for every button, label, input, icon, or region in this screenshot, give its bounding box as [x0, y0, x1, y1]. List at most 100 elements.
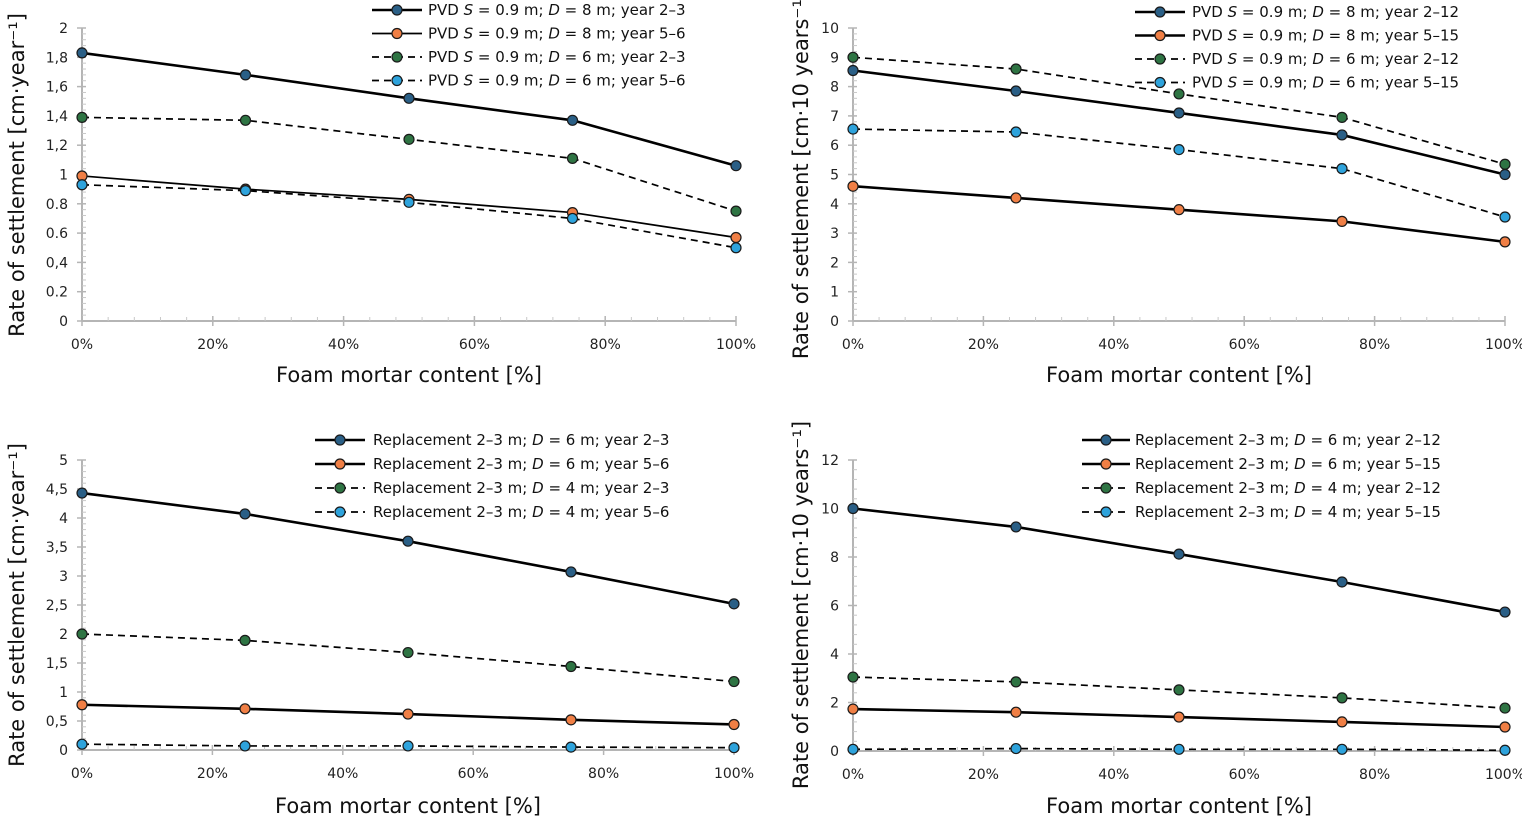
data-point — [1499, 158, 1511, 170]
legend-label: Replacement 2–3 m; D = 6 m; year 2–3 — [373, 431, 669, 449]
legend-marker — [1154, 76, 1166, 89]
y-tick-label: 2 — [830, 255, 839, 271]
x-axis-title: Foam mortar content [%] — [1046, 794, 1312, 818]
x-tick-label: 60% — [458, 766, 489, 782]
legend-label-part: PVD — [1192, 27, 1228, 45]
legend-label: Replacement 2–3 m; D = 4 m; year 2–3 — [373, 479, 669, 497]
data-point — [566, 114, 579, 126]
data-point — [1173, 711, 1185, 723]
y-tick-label: 0,5 — [46, 714, 68, 730]
y-tick-label: 4 — [830, 647, 839, 663]
legend-label-part: S — [464, 72, 474, 90]
x-tick-label: 60% — [1229, 767, 1260, 783]
legend-marker — [1100, 458, 1112, 470]
series-0 — [76, 47, 742, 172]
data-point — [76, 111, 88, 123]
legend-label: PVD S = 0.9 m; D = 8 m; year 5–15 — [1192, 27, 1459, 45]
data-point — [847, 123, 859, 135]
series-1 — [847, 703, 1511, 733]
data-point — [1173, 548, 1185, 560]
data-point — [847, 64, 859, 77]
x-tick-label: 40% — [327, 766, 358, 782]
y-tick-label: 1,2 — [46, 138, 68, 154]
legend-label-part: D — [548, 25, 560, 43]
data-point — [402, 740, 414, 752]
y-tick-label: 2 — [830, 696, 839, 712]
legend-label-part: = 0.9 m; — [1237, 3, 1312, 21]
data-point — [402, 646, 414, 659]
data-point — [1499, 702, 1511, 714]
x-tick-label: 0% — [842, 767, 864, 783]
legend: Replacement 2–3 m; D = 6 m; year 2–3 Repl… — [315, 431, 669, 521]
legend-label: Replacement 2–3 m; D = 6 m; year 5–15 — [1135, 455, 1441, 473]
legend-label-part: D — [1294, 479, 1306, 497]
chart-replacement-annual: 0 0,5 1 1,5 2 2,5 3 3,5 4 4,5 5 0% 20% 40% 60% 80% 100% F… — [5, 431, 754, 818]
data-point — [847, 180, 859, 192]
data-point — [1173, 204, 1185, 216]
y-tick-label: 7 — [830, 109, 839, 125]
data-point — [730, 231, 742, 244]
series-2 — [847, 51, 1511, 170]
legend-label: PVD S = 0.9 m; D = 8 m; year 5–6 — [428, 25, 686, 43]
y-tick-label: 2 — [59, 21, 68, 37]
y-tick-label: 1,5 — [46, 656, 68, 672]
legend-label-part: S — [464, 48, 474, 66]
data-point — [1499, 744, 1511, 756]
y-tick-label: 6 — [830, 599, 839, 615]
legend-marker — [1100, 506, 1112, 518]
x-tick-label: 40% — [1098, 337, 1129, 353]
y-tick-label: 4 — [830, 197, 839, 213]
series-0 — [847, 64, 1511, 181]
data-point — [239, 508, 251, 520]
series-line — [852, 507, 1506, 614]
legend-label-part: Replacement 2–3 m; — [1135, 503, 1294, 521]
legend-label-part: = 4 m; year 2–3 — [544, 479, 670, 497]
legend-item: PVD S = 0.9 m; D = 8 m; year 5–15 — [1135, 27, 1459, 45]
data-point — [847, 51, 859, 63]
legend-label-part: = 6 m; year 2–12 — [1324, 50, 1459, 68]
legend-label-part: S — [1228, 74, 1238, 92]
legend-item: Replacement 2–3 m; D = 4 m; year 5–15 — [1082, 503, 1441, 521]
x-tick-label: 100% — [1485, 767, 1522, 783]
y-tick-label: 8 — [830, 80, 839, 96]
data-point — [76, 738, 88, 750]
data-point — [239, 69, 252, 81]
legend-label-part: Replacement 2–3 m; — [373, 503, 532, 521]
legend-item: PVD S = 0.9 m; D = 6 m; year 5–15 — [1135, 74, 1459, 92]
legend-label-part: = 0.9 m; — [1237, 50, 1312, 68]
data-point — [1499, 606, 1511, 618]
y-tick-label: 5 — [830, 168, 839, 184]
legend-item: PVD S = 0.9 m; D = 6 m; year 2–3 — [372, 48, 686, 66]
y-axis-title: Rate of settlement [cm·10 years⁻¹] — [789, 0, 813, 359]
data-point — [403, 133, 415, 145]
legend-label-part: = 0.9 m; — [1237, 27, 1312, 45]
series-2 — [76, 111, 742, 217]
data-point — [1336, 692, 1348, 704]
x-tick-label: 80% — [590, 337, 621, 353]
series-3 — [76, 738, 740, 754]
legend-label-part: S — [464, 1, 474, 19]
x-tick-label: 60% — [459, 337, 490, 353]
x-tick-label: 80% — [588, 766, 619, 782]
legend-label-part: S — [1228, 27, 1238, 45]
y-tick-label: 8 — [830, 550, 839, 566]
legend-label: PVD S = 0.9 m; D = 6 m; year 2–12 — [1192, 50, 1459, 68]
legend-label-part: = 4 m; year 2–12 — [1306, 479, 1441, 497]
data-point — [1010, 63, 1022, 75]
y-tick-label: 0.2 — [46, 285, 68, 301]
legend-label: Replacement 2–3 m; D = 4 m; year 5–6 — [373, 503, 669, 521]
legend-label-part: = 6 m; year 5–6 — [544, 455, 670, 473]
chart-replacement-decade: 0 2 4 6 8 10 12 0% 20% 40% 60% 80% 100% Foam mortar c… — [789, 421, 1522, 818]
data-point — [565, 566, 577, 578]
legend-label-part: S — [464, 25, 474, 43]
series-line — [81, 51, 737, 167]
legend-label-part: PVD — [428, 48, 464, 66]
y-tick-label: 1 — [830, 285, 839, 301]
legend-label-part: D — [532, 503, 544, 521]
x-tick-label: 60% — [1229, 337, 1260, 353]
legend-item: Replacement 2–3 m; D = 6 m; year 2–12 — [1082, 431, 1441, 449]
legend-label-part: D — [532, 431, 544, 449]
y-tick-label: 4,5 — [46, 482, 68, 498]
legend-label-part: Replacement 2–3 m; — [1135, 431, 1294, 449]
